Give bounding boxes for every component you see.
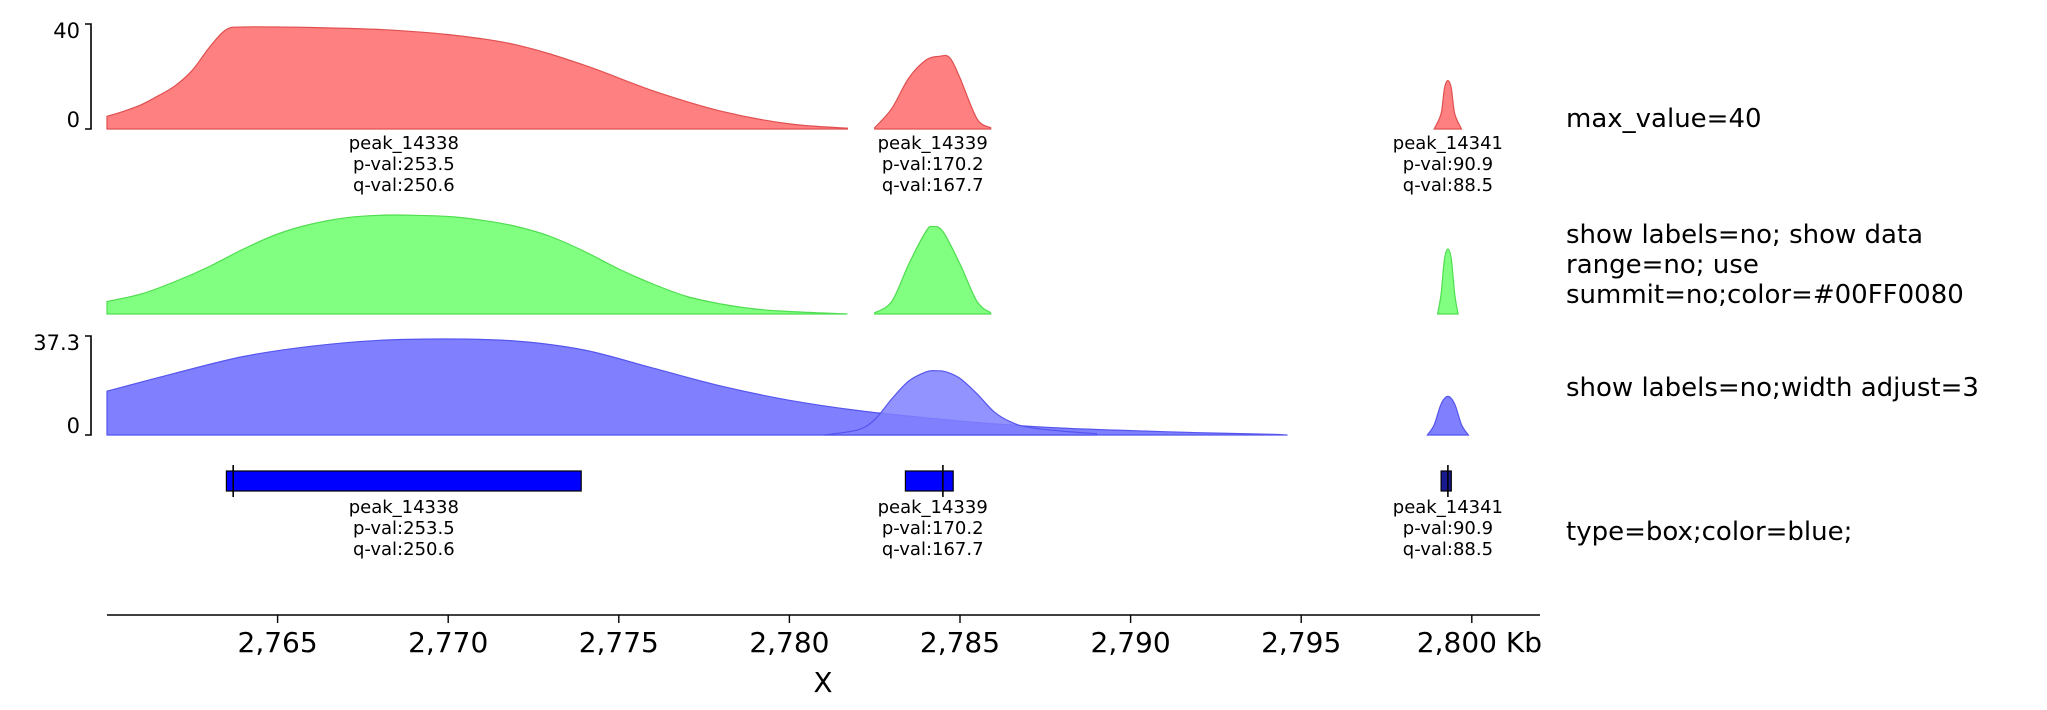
data-range-min-label: 0 — [67, 414, 80, 438]
peak-qval-label: q-val:250.6 — [353, 175, 455, 196]
peak-pval-label: p-val:170.2 — [882, 518, 984, 539]
peak-qval-label: q-val:250.6 — [353, 539, 455, 560]
peak-box — [1440, 470, 1452, 492]
peak-pval-label: p-val:90.9 — [1403, 154, 1493, 175]
peak-name-label: peak_14341 — [1393, 497, 1503, 518]
track-label-line: max_value=40 — [1566, 104, 1762, 134]
signal-area — [874, 54, 992, 130]
peak-name-label: peak_14339 — [878, 133, 988, 154]
track-label-line: show labels=no;width adjust=3 — [1566, 373, 1979, 403]
peak-pval-label: p-val:253.5 — [353, 154, 455, 175]
peak-box — [225, 470, 582, 492]
peak-name-label: peak_14339 — [878, 497, 988, 518]
track-label-line: show labels=no; show data — [1566, 220, 1923, 250]
signal-area — [106, 26, 848, 130]
x-tick-label: 2,770 — [408, 626, 488, 659]
x-tick-label: 2,800 Kb — [1417, 626, 1542, 659]
peak-box — [904, 470, 954, 492]
track-label-line: type=box;color=blue; — [1566, 517, 1852, 547]
x-axis-label: X — [813, 666, 832, 699]
peak-name-label: peak_14338 — [349, 133, 459, 154]
x-tick-label: 2,780 — [749, 626, 829, 659]
peak-qval-label: q-val:88.5 — [1403, 539, 1493, 560]
x-tick-label: 2,775 — [579, 626, 659, 659]
track-blue-signal: 37.3 0 show labels=no;width adjust=3 — [33, 331, 1979, 438]
signal-area — [823, 370, 1098, 436]
peak-pval-label: p-val:170.2 — [882, 154, 984, 175]
signal-area — [874, 225, 992, 315]
track-label-line: range=no; use — [1566, 250, 1759, 280]
peak-name-label: peak_14338 — [349, 497, 459, 518]
data-range-bracket — [85, 335, 92, 436]
track-label-line: summit=no;color=#00FF0080 — [1566, 280, 1964, 310]
peak-qval-label: q-val:167.7 — [882, 539, 984, 560]
peak-pval-label: p-val:253.5 — [353, 518, 455, 539]
signal-area — [1436, 248, 1459, 315]
peak-pval-label: p-val:90.9 — [1403, 518, 1493, 539]
signal-area — [1426, 395, 1470, 436]
data-range-min-label: 0 — [67, 108, 80, 132]
x-tick-label: 2,790 — [1091, 626, 1171, 659]
x-axis: X 2,765 2,770 2,775 2,780 2,785 2,790 2,795 2,8… — [107, 614, 1542, 699]
peak-qval-label: q-val:88.5 — [1403, 175, 1493, 196]
x-tick-label: 2,785 — [920, 626, 1000, 659]
peak-qval-label: q-val:167.7 — [882, 175, 984, 196]
peak-name-label: peak_14341 — [1393, 133, 1503, 154]
signal-area — [1433, 79, 1463, 130]
signal-area — [106, 214, 848, 315]
x-tick-label: 2,795 — [1261, 626, 1341, 659]
data-range-max-label: 37.3 — [33, 331, 80, 355]
data-range-bracket — [85, 23, 92, 130]
signal-area — [106, 338, 1288, 436]
track-red-signal: 400 max_value=40peak_14338p-val:253.5q-va… — [53, 19, 1761, 196]
data-range-max-label: 40 — [53, 19, 80, 43]
x-tick-label: 2,765 — [238, 626, 318, 659]
